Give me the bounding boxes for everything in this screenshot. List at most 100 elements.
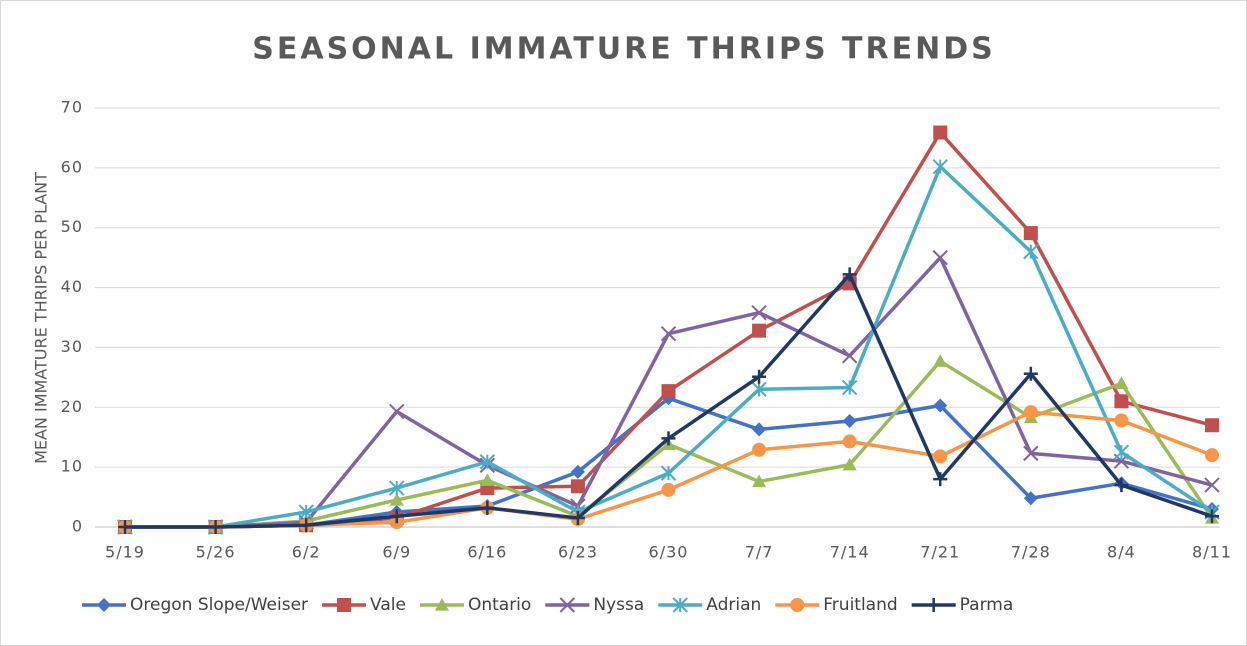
legend-marker [434,598,449,611]
data-point [1114,413,1129,428]
legend-marker [926,598,941,612]
data-point [389,480,405,496]
x-tick-label: 6/9 [382,543,411,562]
data-point [752,323,767,338]
data-point [933,125,948,140]
x-tick-label: 6/23 [558,543,598,562]
data-point [842,414,857,429]
legend-marker [559,597,576,613]
x-tick-label: 7/28 [1011,543,1051,562]
legend-label: Ontario [468,595,531,615]
x-tick-label: 8/11 [1192,543,1232,562]
data-point [1204,477,1220,493]
data-point [1114,376,1129,389]
legend-label: Parma [960,595,1014,615]
data-point [933,398,948,413]
data-point [298,504,314,520]
x-tick-label: 7/7 [745,543,774,562]
data-point [842,434,857,449]
data-point [1023,226,1038,241]
legend-item: Nyssa [545,595,644,615]
data-point [933,354,948,367]
y-tick-label: 70 [61,98,83,117]
data-point [842,457,857,471]
data-point [932,158,948,175]
x-tick-label: 8/4 [1107,543,1136,562]
data-point [208,520,223,534]
y-tick-label: 20 [61,397,83,416]
x-tick-label: 6/30 [649,543,689,562]
data-point [1023,445,1039,462]
legend-marker [790,598,805,612]
data-point [841,379,858,396]
data-point [570,479,585,494]
y-tick-label: 50 [61,217,83,236]
legend-marker [672,597,688,613]
data-point [1114,394,1129,409]
legend-item: Oregon Slope/Weiser [82,595,308,615]
data-point [661,384,676,399]
data-point [1023,366,1038,381]
data-point [932,249,948,266]
legend-item: Ontario [419,595,531,615]
data-point [480,473,495,486]
data-point [1023,405,1038,420]
data-point [1205,509,1219,524]
legend-item: Parma [911,595,1014,615]
data-point [933,449,948,464]
data-point [752,442,767,457]
x-tick-label: 7/14 [830,543,870,562]
data-point [841,348,858,364]
data-point [752,474,767,488]
data-point [1023,491,1038,506]
x-tick-label: 5/19 [105,543,145,562]
data-point [299,518,314,533]
data-point [933,472,948,487]
x-tick-label: 5/26 [196,543,236,562]
data-point [389,403,405,420]
y-axis-label: MEAN IMMATURE THRIPS PER PLANT [32,172,51,464]
data-point [389,493,404,506]
y-tick-label: 30 [61,337,83,356]
legend-marker [97,598,111,612]
data-point [1114,478,1129,493]
data-point [661,431,676,446]
legend-label: Fruitland [823,595,897,615]
data-point [389,509,404,524]
data-point [118,520,132,534]
legend-label: Nyssa [593,595,644,615]
y-tick-label: 0 [72,517,83,536]
data-point [1113,444,1130,460]
y-tick-label: 10 [61,457,83,476]
data-point [1023,243,1039,260]
legend-label: Oregon Slope/Weiser [130,595,308,615]
legend-marker [337,598,352,612]
data-point [842,267,857,282]
x-tick-label: 7/21 [920,543,960,562]
y-tick-label: 60 [61,157,83,176]
chart-title: SEASONAL IMMATURE THRIPS TRENDS [252,32,995,67]
data-point [751,305,767,321]
data-point [1205,448,1219,463]
data-point [660,465,677,481]
data-point [661,482,676,497]
data-point [480,500,495,515]
data-point [479,454,496,470]
x-tick-label: 6/2 [292,543,321,562]
legend-label: Vale [370,595,406,615]
data-point [570,464,585,479]
data-point [660,325,677,342]
data-point [751,381,767,398]
data-point [752,422,767,437]
legend-label: Adrian [706,595,761,615]
y-tick-label: 40 [61,277,83,296]
x-tick-label: 6/16 [467,543,507,562]
data-point [570,511,585,526]
data-point [752,369,767,384]
data-point [1205,418,1219,433]
legend-item: Fruitland [775,595,898,615]
legend-item: Adrian [658,595,761,615]
legend-item: Vale [322,595,406,615]
